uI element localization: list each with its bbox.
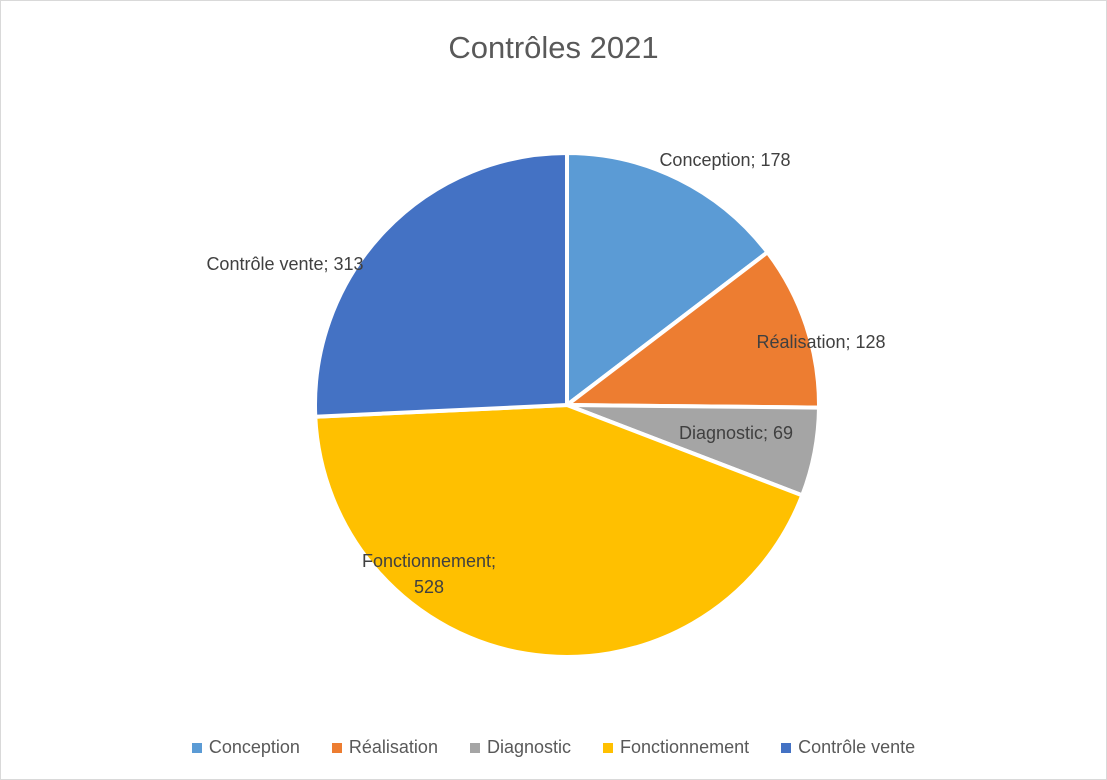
legend-swatch (781, 742, 792, 753)
data-label-realisation: Réalisation; 128 (756, 332, 885, 352)
data-label-fonctionnement: Fonctionnement; 528 (362, 551, 496, 597)
legend-label: Contrôle vente (798, 737, 916, 757)
legend-item-realisation[interactable]: Réalisation (331, 737, 438, 758)
chart-title: Contrôles 2021 (448, 30, 659, 65)
pie-slice-realisation[interactable] (565, 250, 821, 410)
legend-item-conception[interactable]: Conception (191, 737, 300, 758)
legend-swatch (331, 742, 342, 753)
legend-swatch (191, 742, 202, 753)
data-labels: Conception; 178 Réalisation; 128 Diagnosti… (206, 150, 885, 597)
data-label-diagnostic: Diagnostic; 69 (679, 423, 793, 443)
legend-swatch (469, 742, 480, 753)
legend-label: Conception (208, 737, 300, 757)
legend: Conception Réalisation Diagnostic Fonctionn… (0, 737, 1107, 758)
data-label-conception: Conception; 178 (659, 150, 790, 170)
pie-slice-conception[interactable] (565, 151, 770, 407)
legend-item-controle-vente[interactable]: Contrôle vente (781, 737, 915, 758)
pie-slice-fonctionnement[interactable] (313, 403, 805, 659)
legend-item-diagnostic[interactable]: Diagnostic (469, 737, 572, 758)
legend-item-fonctionnement[interactable]: Fonctionnement (603, 737, 749, 758)
pie-slices (313, 151, 821, 659)
pie-slice-controle-vente[interactable] (313, 151, 569, 419)
data-label-controle-vente: Contrôle vente; 313 (206, 254, 363, 274)
legend-swatch (603, 742, 614, 753)
legend-label: Diagnostic (486, 737, 572, 757)
legend-label: Réalisation (348, 737, 438, 757)
legend-label: Fonctionnement (620, 737, 750, 757)
